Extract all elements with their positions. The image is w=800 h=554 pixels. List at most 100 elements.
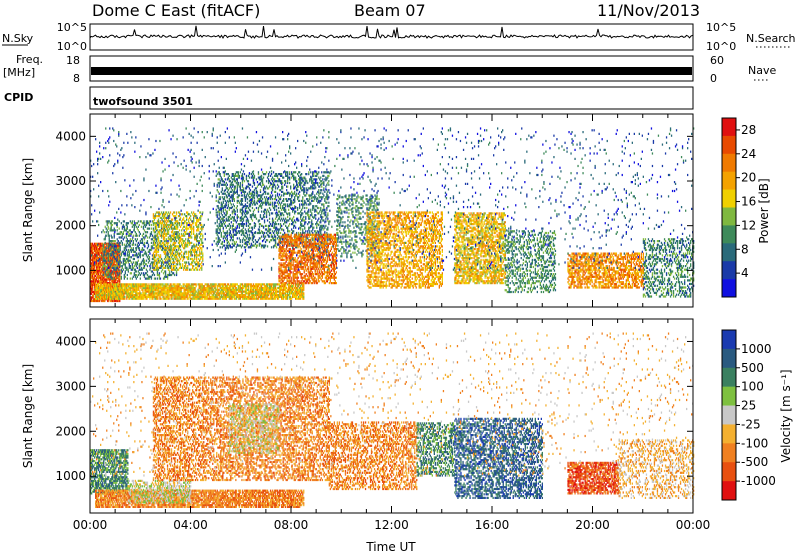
data-cell [236,205,238,208]
data-cell [286,290,288,293]
data-cell [295,295,297,298]
data-cell [265,285,268,288]
data-cell [164,285,166,288]
data-cell [107,299,109,303]
data-cell [233,288,235,291]
data-cell [99,248,101,251]
data-cell [265,297,268,300]
data-cell [232,286,234,290]
data-cell [138,263,140,266]
data-cell [145,294,147,297]
data-cell [263,292,266,295]
data-cell [181,297,183,300]
data-cell [94,257,96,260]
data-cell [116,289,118,292]
data-cell [98,271,100,274]
data-cell [265,290,268,293]
data-cell [154,234,157,237]
data-cell [272,283,275,286]
data-cell [182,294,184,297]
data-cell [151,263,154,266]
data-cell [220,288,222,291]
data-cell [230,295,232,298]
data-cell [106,260,108,263]
data-cell [263,294,266,297]
data-cell [133,268,135,271]
data-cell [159,295,161,298]
data-cell [174,268,177,271]
data-cell [90,278,92,281]
data-cell [154,285,156,288]
data-cell [111,270,113,273]
cpid-value: twofsound 3501 [93,95,193,108]
data-cell [118,250,120,253]
data-cell [118,220,120,223]
data-cell [120,272,122,275]
data-cell [171,297,173,300]
data-cell [127,288,129,291]
data-cell [158,273,161,277]
data-cell [155,265,158,268]
data-cell [219,286,221,290]
data-cell [201,283,203,286]
data-cell [123,294,125,297]
data-cell [115,255,117,258]
data-cell [180,285,182,288]
data-cell [101,271,103,274]
data-cell [220,294,222,297]
data-cell [238,194,240,197]
data-cell [160,227,163,230]
data-cell [126,222,128,225]
data-cell [251,288,254,291]
data-cell [260,297,263,300]
data-cell [300,297,302,300]
data-cell [108,290,110,293]
data-cell [108,243,110,246]
data-cell [109,286,111,290]
nsky-tick-max: 10^5 [57,21,87,34]
data-cell [96,257,98,260]
data-cell [164,266,167,269]
data-cell [190,215,192,218]
data-cell [204,295,206,298]
data-cell [169,294,171,297]
data-cell [170,283,172,286]
data-cell [206,295,208,298]
data-cell [236,283,238,286]
data-cell [219,290,221,293]
data-cell [283,294,285,297]
data-cell [128,250,130,253]
data-cell [106,262,108,265]
data-cell [125,290,127,293]
data-cell [137,288,139,291]
data-cell [103,294,105,297]
data-cell [140,263,143,266]
data-cell [131,222,133,225]
data-cell [198,297,200,300]
data-cell [195,283,197,286]
data-cell [241,194,244,197]
data-cell [259,286,262,290]
data-cell [122,220,124,223]
data-cell [182,285,184,288]
data-cell [166,227,169,230]
data-cell [135,295,137,298]
data-cell [226,292,228,295]
data-cell [130,268,132,271]
data-cell [116,222,118,225]
data-cell [295,288,297,291]
data-cell [154,231,157,234]
data-cell [159,229,162,232]
data-cell [101,246,103,249]
data-cell [155,211,158,214]
data-cell [248,283,251,286]
data-cell [233,283,235,286]
data-cell [241,173,244,176]
data-cell [133,295,135,298]
data-cell [243,295,246,298]
data-cell [120,290,122,293]
data-cell [115,276,117,279]
data-cell [174,254,177,257]
data-cell [166,297,168,300]
data-cell [109,273,111,277]
